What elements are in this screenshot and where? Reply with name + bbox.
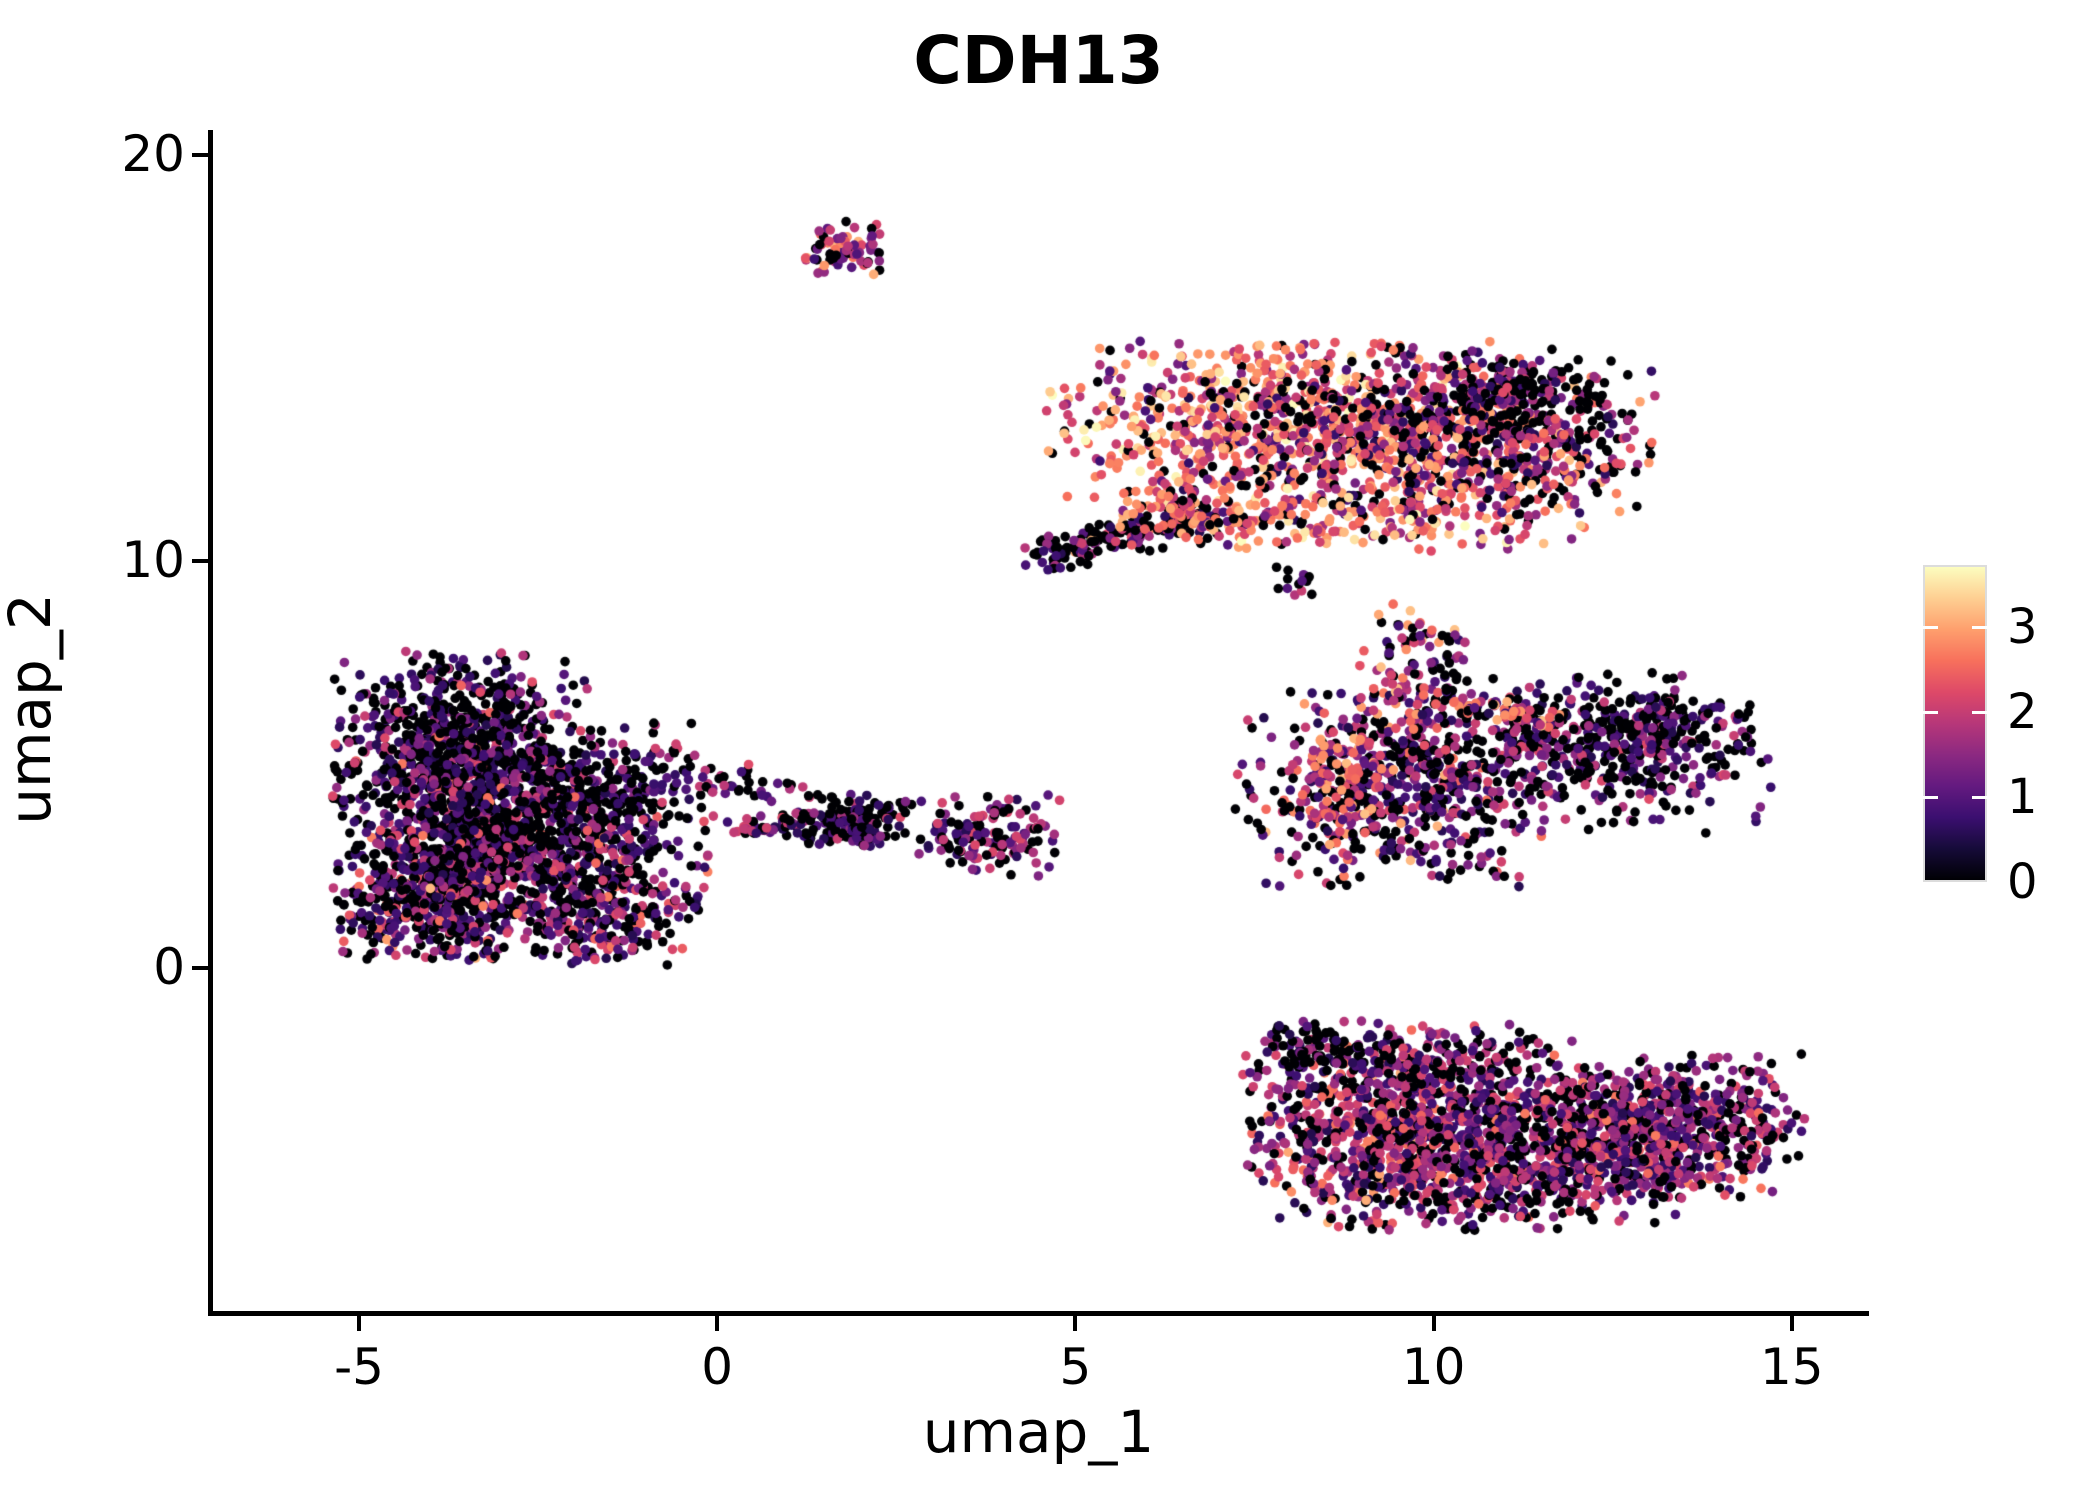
colorbar-tick-label: 2	[2007, 684, 2038, 741]
plot-title: CDH13	[913, 22, 1164, 99]
x-tick-mark	[357, 1315, 361, 1331]
colorbar-tick-label: 1	[2007, 769, 2038, 825]
colorbar-tick-mark	[1972, 625, 1987, 629]
x-tick-label: 10	[1401, 1338, 1466, 1396]
x-tick-mark	[1073, 1315, 1078, 1331]
y-axis-line	[208, 130, 213, 1315]
colorbar-tick-mark	[1972, 795, 1987, 799]
y-tick-label: 10	[121, 531, 185, 590]
y-axis-label: umap_2	[0, 593, 64, 825]
y-tick-label: 0	[153, 937, 185, 996]
y-tick-label: 20	[121, 124, 185, 183]
x-tick-mark	[715, 1315, 720, 1331]
x-tick-mark	[1431, 1315, 1436, 1331]
colorbar-tick-mark	[1923, 625, 1938, 629]
x-axis-label: umap_1	[922, 1398, 1155, 1466]
x-tick-label: 5	[1059, 1338, 1092, 1396]
colorbar-tick-mark	[1923, 710, 1938, 714]
y-tick-mark	[192, 965, 208, 970]
x-tick-mark	[1789, 1315, 1794, 1331]
colorbar-gradient	[1923, 565, 1987, 882]
x-tick-label: 0	[701, 1338, 734, 1396]
y-tick-mark	[192, 559, 208, 564]
x-tick-label: -5	[334, 1338, 384, 1396]
colorbar-tick-mark	[1923, 795, 1938, 799]
colorbar-tick-label: 0	[2007, 854, 2038, 910]
y-tick-mark	[192, 152, 208, 157]
colorbar-tick-label: 3	[2007, 599, 2038, 656]
colorbar-tick-mark	[1972, 710, 1987, 714]
x-tick-label: 15	[1759, 1338, 1824, 1396]
x-axis-line	[208, 1311, 1869, 1316]
